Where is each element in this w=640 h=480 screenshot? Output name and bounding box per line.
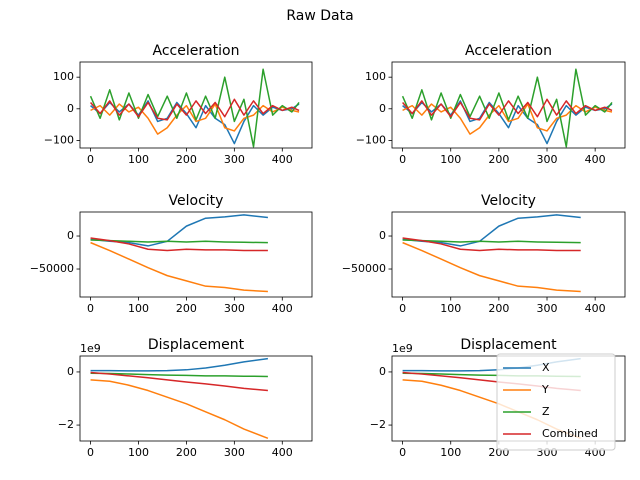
legend-label: Y (541, 383, 549, 396)
series-line (402, 241, 581, 293)
series-line (89, 98, 300, 121)
y-tick-label: 0 (379, 102, 386, 115)
y-tick-label: −100 (356, 133, 386, 146)
axes-frame (79, 61, 313, 149)
series-line (402, 100, 613, 145)
axes-title: Displacement (148, 337, 245, 353)
x-tick-label: 0 (87, 302, 94, 315)
series-line (402, 98, 613, 121)
figure-title: Raw Data (286, 8, 353, 24)
series-line (401, 68, 613, 148)
series-line (89, 68, 300, 148)
x-tick-label: 100 (128, 153, 149, 166)
axes-title: Velocity (169, 193, 224, 209)
x-tick-label: 100 (440, 302, 461, 315)
x-tick-label: 0 (399, 302, 406, 315)
y-tick-label: 0 (67, 229, 74, 242)
legend-label: Z (542, 405, 550, 418)
series-line (90, 239, 268, 244)
x-tick-label: 300 (537, 302, 558, 315)
series-line (90, 371, 268, 392)
x-tick-label: 0 (87, 153, 94, 166)
series-line (90, 100, 300, 145)
series-line (402, 103, 613, 135)
legend-box (496, 353, 616, 451)
y-tick-label: −50000 (342, 262, 386, 275)
x-tick-label: 300 (224, 446, 245, 459)
series-line (402, 237, 581, 252)
y-tick-label: 100 (53, 70, 74, 83)
axes-title: Velocity (481, 193, 536, 209)
x-tick-label: 100 (128, 302, 149, 315)
y-tick-label: −2 (370, 418, 386, 431)
x-tick-label: 0 (399, 153, 406, 166)
y-tick-label: 0 (67, 365, 74, 378)
y-tick-label: 0 (379, 229, 386, 242)
series-line (90, 357, 268, 372)
y-offset-label: 1e9 (80, 342, 101, 355)
x-tick-label: 300 (224, 302, 245, 315)
y-tick-label: −50000 (30, 262, 74, 275)
x-tick-label: 0 (399, 446, 406, 459)
x-tick-label: 400 (272, 153, 293, 166)
series-line (90, 237, 268, 252)
y-tick-label: 100 (365, 70, 386, 83)
x-tick-label: 200 (488, 302, 509, 315)
x-tick-label: 400 (585, 153, 606, 166)
series-line (90, 241, 268, 293)
axes-title: Acceleration (153, 43, 240, 59)
x-tick-label: 100 (440, 446, 461, 459)
series-line (90, 379, 269, 440)
x-tick-label: 200 (488, 153, 509, 166)
x-tick-label: 100 (128, 446, 149, 459)
x-tick-label: 300 (537, 153, 558, 166)
series-line (90, 103, 300, 135)
legend-label: Combined (542, 427, 598, 440)
series-line (90, 372, 268, 378)
axes-frame (391, 61, 626, 149)
axes-title: Displacement (460, 337, 557, 353)
x-tick-label: 100 (440, 153, 461, 166)
x-tick-label: 400 (585, 302, 606, 315)
x-tick-label: 400 (272, 302, 293, 315)
series-line (402, 239, 581, 244)
y-offset-label: 1e9 (392, 342, 413, 355)
x-tick-label: 300 (224, 153, 245, 166)
x-tick-label: 400 (272, 446, 293, 459)
x-tick-label: 200 (176, 302, 197, 315)
axes-frame (79, 211, 313, 298)
y-tick-label: −2 (58, 418, 74, 431)
legend-label: X (542, 361, 550, 374)
x-tick-label: 200 (176, 153, 197, 166)
y-tick-label: 0 (67, 102, 74, 115)
y-tick-label: 0 (379, 365, 386, 378)
x-tick-label: 200 (176, 446, 197, 459)
x-tick-label: 0 (87, 446, 94, 459)
axes-frame (391, 211, 626, 298)
axes-title: Acceleration (465, 43, 552, 59)
y-tick-label: −100 (44, 133, 74, 146)
axes-frame (79, 355, 313, 442)
